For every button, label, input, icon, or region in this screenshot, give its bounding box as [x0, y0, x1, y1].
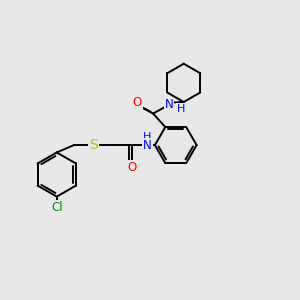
Text: S: S — [89, 138, 98, 152]
Text: N: N — [143, 139, 152, 152]
Text: H: H — [177, 103, 185, 114]
Text: N: N — [165, 98, 173, 111]
Text: Cl: Cl — [51, 201, 63, 214]
Text: O: O — [127, 161, 136, 174]
Text: H: H — [143, 131, 152, 142]
Text: O: O — [133, 96, 142, 109]
